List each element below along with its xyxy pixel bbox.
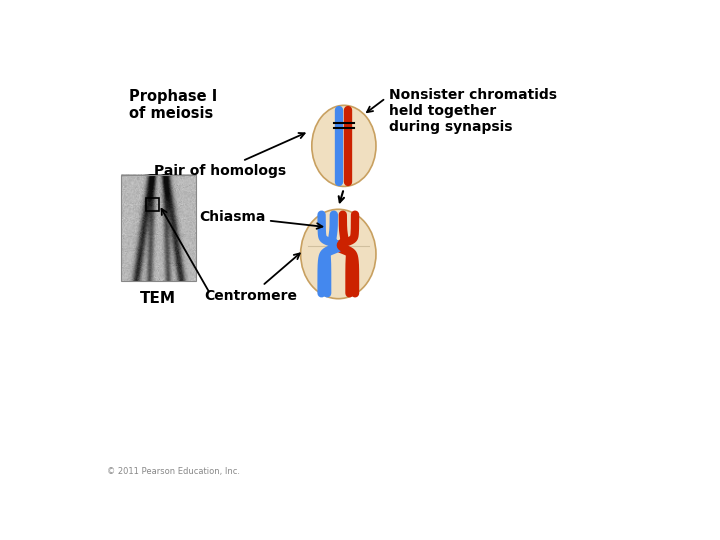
Text: Pair of homologs: Pair of homologs bbox=[154, 133, 305, 178]
Ellipse shape bbox=[301, 210, 376, 299]
Bar bbox=[145, 198, 159, 211]
Text: Prophase I
of meiosis: Prophase I of meiosis bbox=[129, 89, 217, 122]
Bar bbox=[121, 175, 196, 281]
Ellipse shape bbox=[312, 105, 376, 186]
Text: Centromere: Centromere bbox=[204, 253, 300, 302]
Text: © 2011 Pearson Education, Inc.: © 2011 Pearson Education, Inc. bbox=[107, 467, 240, 476]
Text: TEM: TEM bbox=[140, 292, 176, 306]
Text: Chiasma: Chiasma bbox=[199, 210, 323, 229]
Text: Nonsister chromatids
held together
during synapsis: Nonsister chromatids held together durin… bbox=[389, 87, 557, 134]
